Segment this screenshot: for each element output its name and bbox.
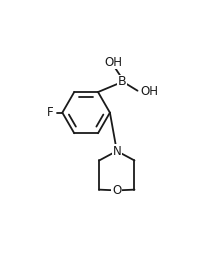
Text: OH: OH (104, 55, 122, 69)
Text: OH: OH (141, 85, 159, 98)
Text: N: N (112, 144, 121, 157)
Text: O: O (112, 184, 121, 197)
Text: F: F (47, 106, 53, 119)
Text: B: B (118, 75, 127, 88)
